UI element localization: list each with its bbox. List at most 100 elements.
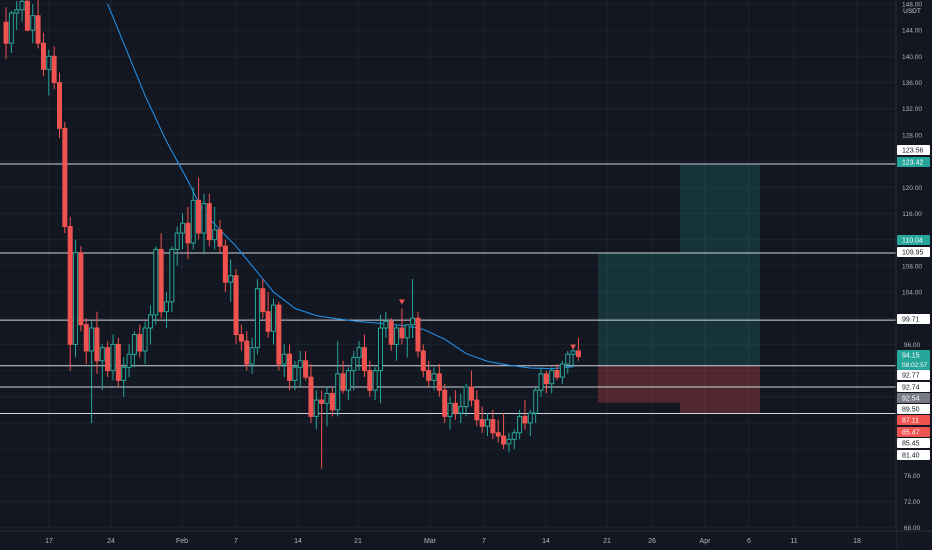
candle	[147, 305, 153, 345]
candle	[426, 360, 432, 387]
candle-body	[105, 347, 111, 372]
candle-body	[233, 275, 239, 336]
candle	[394, 324, 400, 361]
candle-body	[345, 370, 351, 391]
candle-body	[367, 370, 373, 391]
candle	[549, 367, 555, 394]
price-tick-label: 76.00	[904, 473, 921, 480]
price-badge-label: 109.95	[902, 250, 924, 257]
candle-body	[212, 229, 218, 241]
candle-body	[158, 248, 164, 313]
candle-body	[308, 376, 314, 417]
price-tick-label: 136.00	[902, 80, 922, 87]
candle	[511, 429, 517, 450]
candle-body	[442, 389, 448, 417]
candle-body	[126, 353, 132, 368]
time-axis-background[interactable]	[0, 531, 896, 550]
candle	[287, 344, 293, 391]
candle	[196, 177, 202, 240]
candle	[442, 383, 448, 423]
candle	[260, 278, 266, 319]
candle-body	[265, 311, 271, 332]
candle-body	[292, 366, 298, 381]
price-tick-label: 128.00	[902, 132, 922, 139]
candle-body	[404, 324, 410, 339]
candle-body	[458, 406, 464, 414]
position-zones[interactable]	[598, 164, 760, 414]
candle	[249, 337, 255, 374]
countdown-label: 08:02:57	[902, 362, 928, 369]
price-tick-label: 120.00	[902, 185, 922, 192]
price-badge-label: 85.47	[902, 430, 920, 437]
candle	[206, 193, 212, 247]
candle-body	[67, 226, 73, 345]
candle	[46, 49, 52, 96]
candle-body	[324, 393, 330, 404]
candle	[527, 409, 533, 437]
candle-body	[565, 353, 571, 365]
candle-body	[174, 232, 180, 250]
candle	[110, 334, 116, 381]
candle-body	[388, 320, 394, 345]
candle	[340, 360, 346, 394]
candle-body	[35, 15, 41, 44]
candle	[383, 311, 389, 338]
candle-body	[351, 356, 357, 372]
candle	[335, 341, 341, 417]
candle	[517, 409, 523, 440]
candle-body	[533, 389, 539, 414]
candle	[533, 386, 539, 423]
candle	[89, 321, 95, 423]
price-badge-label: 81.40	[902, 453, 920, 460]
price-badge-label: 92.74	[902, 385, 920, 392]
candle-body	[99, 347, 105, 362]
target-zone	[680, 164, 760, 366]
candle	[356, 341, 362, 371]
time-tick-label: Apr	[700, 538, 712, 545]
candle	[238, 324, 244, 351]
candle	[57, 72, 62, 139]
candle-body	[399, 327, 405, 339]
candle-body	[110, 343, 116, 372]
candle-body	[543, 373, 549, 385]
candle-body	[575, 350, 581, 358]
candle-body	[426, 370, 432, 381]
price-badge-label: 92.54	[902, 396, 920, 403]
candle	[137, 324, 143, 358]
candle	[565, 350, 571, 374]
sell-signal-marker	[570, 344, 577, 350]
price-badge: 109.95	[897, 247, 930, 257]
candle-body	[271, 304, 276, 332]
price-badge-box	[897, 247, 930, 257]
candle-body	[147, 314, 153, 329]
candle-body	[329, 393, 335, 411]
price-badge: 99.71	[897, 314, 930, 324]
candle	[452, 390, 458, 420]
candle-body	[372, 370, 378, 391]
candle-body	[527, 412, 533, 424]
price-tick-label: 108.00	[902, 263, 922, 270]
candle	[485, 413, 490, 437]
candle	[308, 364, 314, 423]
candle-body	[303, 360, 309, 378]
price-badge: 85.47	[897, 427, 930, 437]
candle-body	[180, 222, 186, 234]
price-badge-box	[897, 427, 930, 437]
candle-body	[131, 334, 137, 355]
candle	[410, 278, 416, 338]
candle-body	[94, 327, 100, 362]
time-tick-label: 11	[790, 538, 797, 545]
candle	[271, 298, 276, 345]
candle	[388, 318, 394, 351]
candle-body	[137, 334, 143, 352]
candle	[40, 32, 46, 76]
price-badge-label: 123.56	[902, 148, 924, 155]
candle-body	[356, 347, 362, 358]
candle-body	[57, 81, 62, 129]
candle-body	[559, 363, 565, 378]
price-badge-box	[897, 438, 930, 448]
candle	[94, 311, 100, 374]
grid	[0, 0, 896, 531]
candle	[169, 246, 175, 312]
